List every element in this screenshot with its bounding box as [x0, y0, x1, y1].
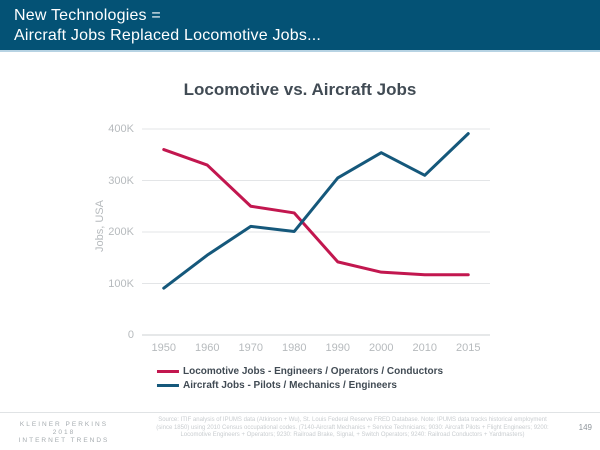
y-tick-400K: 400K: [108, 123, 134, 135]
legend-label-locomotive: Locomotive Jobs - Engineers / Operators …: [182, 365, 444, 377]
legend-item-locomotive: Locomotive Jobs - Engineers / Operators …: [156, 364, 444, 378]
x-tick-2015: 2015: [456, 342, 481, 354]
source-note: Source: ITIF analysis of IPUMS data (Atk…: [130, 417, 575, 440]
source-note-line1: Source: ITIF analysis of IPUMS data (Atk…: [158, 417, 547, 423]
chart-title: Locomotive vs. Aircraft Jobs: [183, 80, 417, 99]
brand-line2: 2018: [52, 429, 76, 436]
x-tick-1980: 1980: [282, 342, 307, 354]
source-note-line3: Locomotive Engineers + Operators; 9230: …: [180, 432, 525, 438]
y-tick-0: 0: [127, 329, 134, 341]
chart-legend: Locomotive Jobs - Engineers / Operators …: [156, 364, 444, 392]
slide-header: New Technologies = Aircraft Jobs Replace…: [0, 0, 600, 52]
x-tick-1950: 1950: [151, 342, 176, 354]
x-tick-1990: 1990: [325, 342, 350, 354]
legend-item-aircraft: Aircraft Jobs - Pilots / Mechanics / Eng…: [156, 378, 443, 392]
aircraft-series-swatch: [156, 383, 179, 387]
locomotive-series-swatch: [156, 369, 179, 373]
source-note-line2: (since 1850) using 2010 Census occupatio…: [156, 424, 549, 431]
series-line-1: [162, 132, 470, 290]
x-tick-1970: 1970: [238, 342, 263, 354]
series-line-0: [162, 148, 470, 277]
page-number: 149: [578, 423, 592, 432]
y-tick-100K: 100K: [108, 277, 134, 290]
legend-label-aircraft: Aircraft Jobs - Pilots / Mechanics / Eng…: [182, 379, 397, 391]
x-tick-2000: 2000: [369, 342, 394, 354]
footer-divider: [0, 412, 600, 413]
x-tick-2010: 2010: [412, 342, 437, 354]
header-title-line1: New Technologies =: [14, 7, 161, 24]
brand-block: KLEINER PERKINS 2018 INTERNET TRENDS: [0, 421, 128, 445]
y-tick-200K: 200K: [108, 226, 134, 238]
y-tick-300K: 300K: [108, 174, 134, 187]
brand-line1: KLEINER PERKINS: [19, 421, 109, 428]
brand-line3: INTERNET TRENDS: [18, 437, 110, 444]
x-tick-1960: 1960: [195, 342, 220, 354]
header-title-line2: Aircraft Jobs Replaced Locomotive Jobs..…: [14, 27, 322, 44]
